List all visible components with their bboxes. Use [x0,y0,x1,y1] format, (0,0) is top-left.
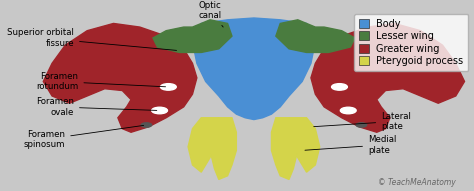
Polygon shape [272,118,298,179]
Polygon shape [192,18,315,120]
Text: Medial
plate: Medial plate [305,135,396,155]
Text: Foramen
spinosum: Foramen spinosum [24,125,144,149]
Polygon shape [276,20,355,53]
Circle shape [160,84,176,90]
Circle shape [332,84,347,90]
Polygon shape [311,23,465,132]
Polygon shape [153,20,232,53]
Circle shape [356,123,367,127]
Text: © TeachMeAnatomy: © TeachMeAnatomy [378,178,456,187]
Text: Foramen
rotundum: Foramen rotundum [36,72,165,91]
Polygon shape [289,118,320,172]
Text: Foramen
ovale: Foramen ovale [36,97,157,117]
Text: Optic
canal: Optic canal [199,1,223,27]
Circle shape [340,107,356,114]
Legend: Body, Lesser wing, Greater wing, Pterygoid process: Body, Lesser wing, Greater wing, Pterygo… [354,14,468,71]
Circle shape [141,123,152,127]
Text: Lateral
plate: Lateral plate [314,112,411,131]
Text: Superior orbital
fissure: Superior orbital fissure [7,28,176,50]
Polygon shape [210,118,237,179]
Polygon shape [43,23,197,132]
Polygon shape [188,118,219,172]
Circle shape [152,107,167,114]
